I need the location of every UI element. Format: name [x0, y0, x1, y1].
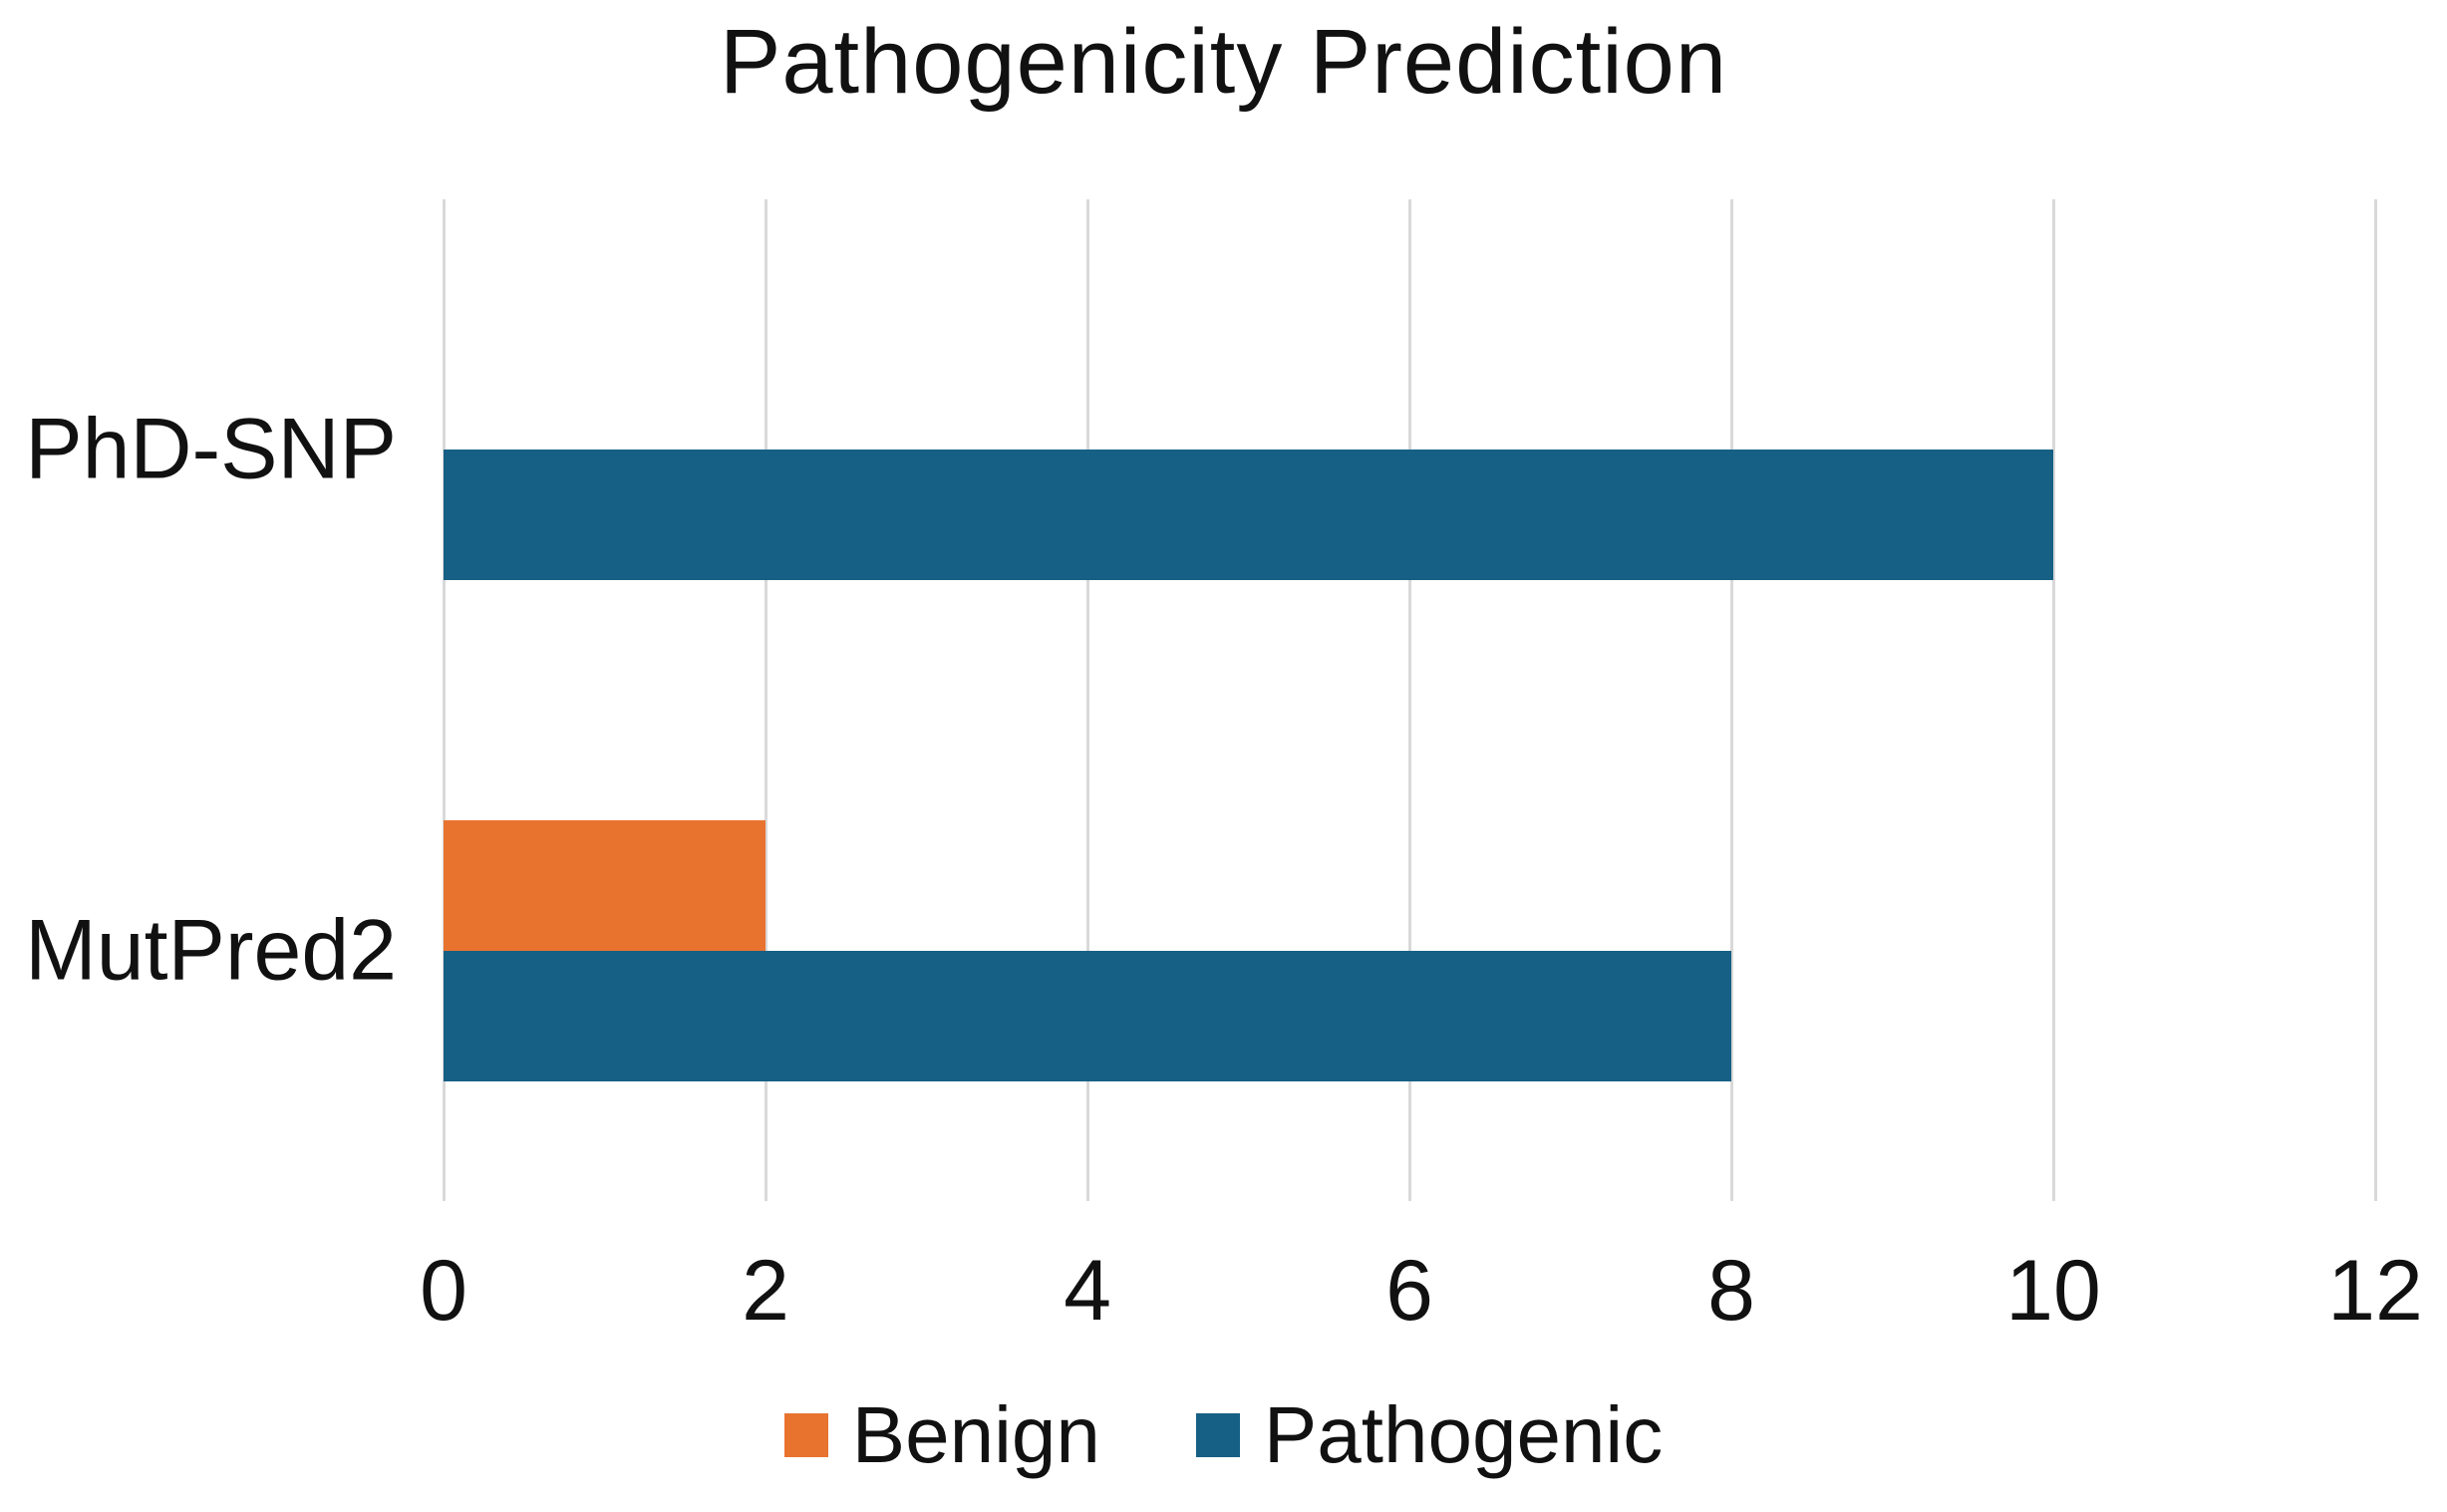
x-tick-label-10: 10 [2005, 1243, 2101, 1339]
legend-label-benign: Benign [851, 1390, 1100, 1479]
y-axis-category-labels: PhD-SNP MutPred2 [0, 199, 419, 1201]
gridline-10 [2051, 199, 2055, 1201]
bar-mutpred2-benign [444, 819, 765, 951]
x-tick-label-2: 2 [742, 1243, 789, 1339]
x-tick-label-4: 4 [1064, 1243, 1111, 1339]
x-tick-label-12: 12 [2327, 1243, 2423, 1339]
bar-phd-snp-pathogenic [444, 450, 2053, 581]
x-tick-label-0: 0 [420, 1243, 467, 1339]
x-tick-label-6: 6 [1385, 1243, 1433, 1339]
legend-label-pathogenic: Pathogenic [1263, 1390, 1664, 1479]
gridline-4 [1085, 199, 1089, 1201]
gridline-2 [764, 199, 767, 1201]
legend-swatch-benign [783, 1413, 828, 1457]
gridline-12 [2373, 199, 2377, 1201]
chart-title: Pathogenicity Prediction [719, 11, 1728, 113]
category-label-mutpred2: MutPred2 [25, 902, 397, 999]
plot-area [442, 199, 2377, 1201]
category-label-phd-snp: PhD-SNP [25, 401, 397, 497]
gridline-6 [1407, 199, 1411, 1201]
legend: Benign Pathogenic [0, 1391, 2447, 1479]
legend-item-pathogenic: Pathogenic [1195, 1390, 1664, 1479]
legend-item-benign: Benign [783, 1390, 1100, 1479]
gridline-0 [442, 199, 446, 1201]
gridline-8 [1729, 199, 1733, 1201]
x-axis-tick-labels: 0 2 4 6 8 10 12 [0, 1248, 2447, 1358]
bar-mutpred2-pathogenic [444, 950, 1731, 1081]
legend-swatch-pathogenic [1195, 1413, 1240, 1457]
x-tick-label-8: 8 [1707, 1243, 1755, 1339]
